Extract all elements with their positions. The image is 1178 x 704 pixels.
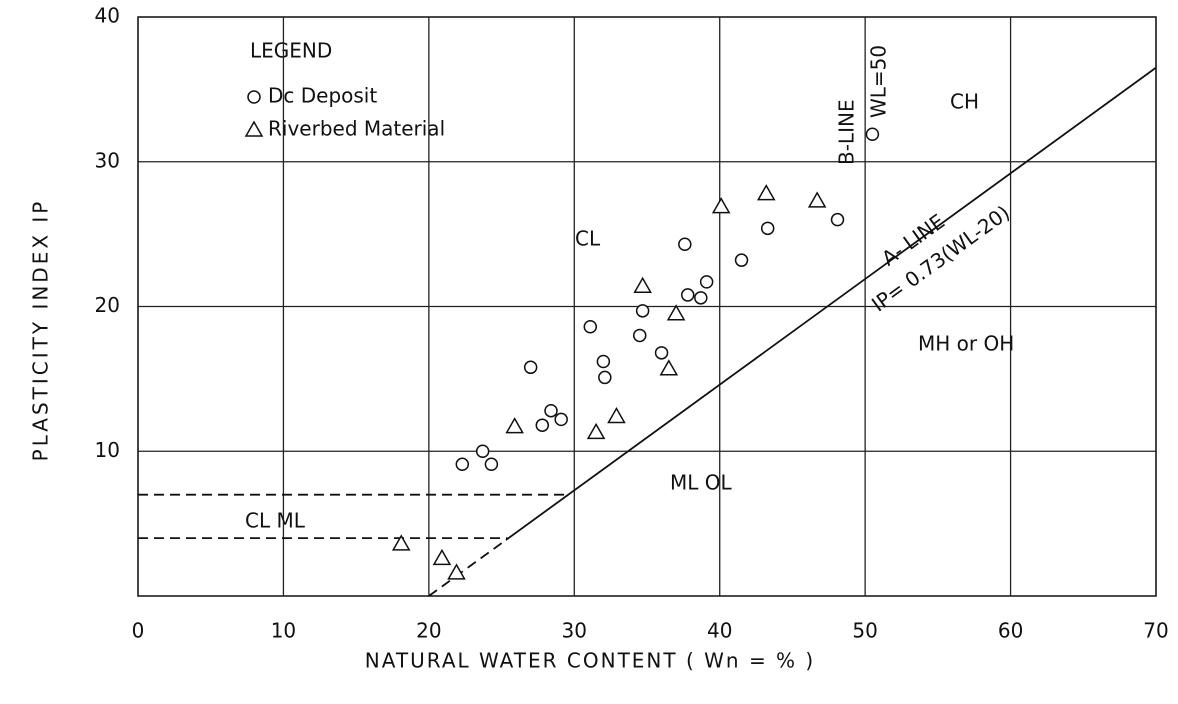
circle-point [635, 304, 650, 318]
annotation: ML OL [670, 471, 732, 495]
circle-point [865, 127, 880, 141]
triangle-point [432, 548, 452, 566]
x-axis-label: NATURAL WATER CONTENT ( Wn = % ) [365, 649, 815, 673]
circle-point [583, 320, 598, 334]
y-axis-label: PLASTICITY INDEX IP [29, 199, 53, 462]
circle-point [760, 221, 775, 236]
circle-point [699, 275, 714, 289]
y-tick-label: 40 [95, 4, 120, 28]
circle-point [680, 288, 695, 302]
annotation: CH [950, 90, 979, 114]
circle-point [654, 346, 669, 360]
circle-point [678, 237, 692, 252]
y-tick-label: 30 [95, 148, 120, 172]
circle-point [484, 457, 499, 472]
triangle-point [391, 534, 411, 551]
circle-point [694, 291, 708, 305]
triangle-point [711, 197, 731, 214]
triangle-point [659, 359, 679, 376]
circle-point [544, 403, 558, 418]
circle-point [596, 354, 611, 369]
circle-point [475, 444, 490, 458]
circle-point [830, 212, 845, 227]
triangle-point [633, 276, 652, 293]
annotation: CL [575, 227, 601, 251]
triangle-point [666, 304, 686, 321]
x-tick-label: 70 [1143, 619, 1168, 643]
legend-label: Dc Deposit [268, 84, 377, 108]
circle-point [554, 412, 568, 427]
triangle-point [807, 191, 827, 208]
circle-point [734, 253, 749, 267]
circle-point [535, 418, 550, 432]
legend-label: Riverbed Material [268, 117, 445, 141]
triangle-point [756, 184, 776, 201]
y-tick-label: 10 [95, 438, 120, 462]
annotation: MH or OH [918, 332, 1014, 356]
triangle-point [505, 417, 524, 434]
triangle-point [447, 563, 466, 580]
reference-line [428, 539, 507, 597]
circle-point [632, 328, 647, 343]
x-tick-label: 40 [707, 619, 732, 643]
circle-point [598, 370, 612, 385]
annotation: WL=50 [867, 45, 891, 118]
annotation: B-LINE [835, 99, 859, 165]
triangle-point [586, 422, 606, 440]
x-tick-label: 60 [998, 619, 1023, 643]
legend-title: LEGEND [250, 39, 332, 63]
x-tick-label: 10 [271, 619, 296, 643]
annotation: CL ML [245, 509, 306, 533]
legend-marker [247, 90, 261, 104]
x-tick-label: 50 [852, 619, 877, 643]
legend-marker [244, 120, 264, 137]
circle-point [523, 360, 538, 375]
x-tick-label: 30 [562, 619, 587, 643]
triangle-point [607, 406, 626, 424]
reference-line [505, 66, 1157, 541]
x-tick-label: 0 [132, 619, 145, 643]
x-tick-label: 20 [416, 619, 441, 643]
y-tick-label: 20 [95, 293, 120, 317]
circle-point [455, 457, 470, 472]
